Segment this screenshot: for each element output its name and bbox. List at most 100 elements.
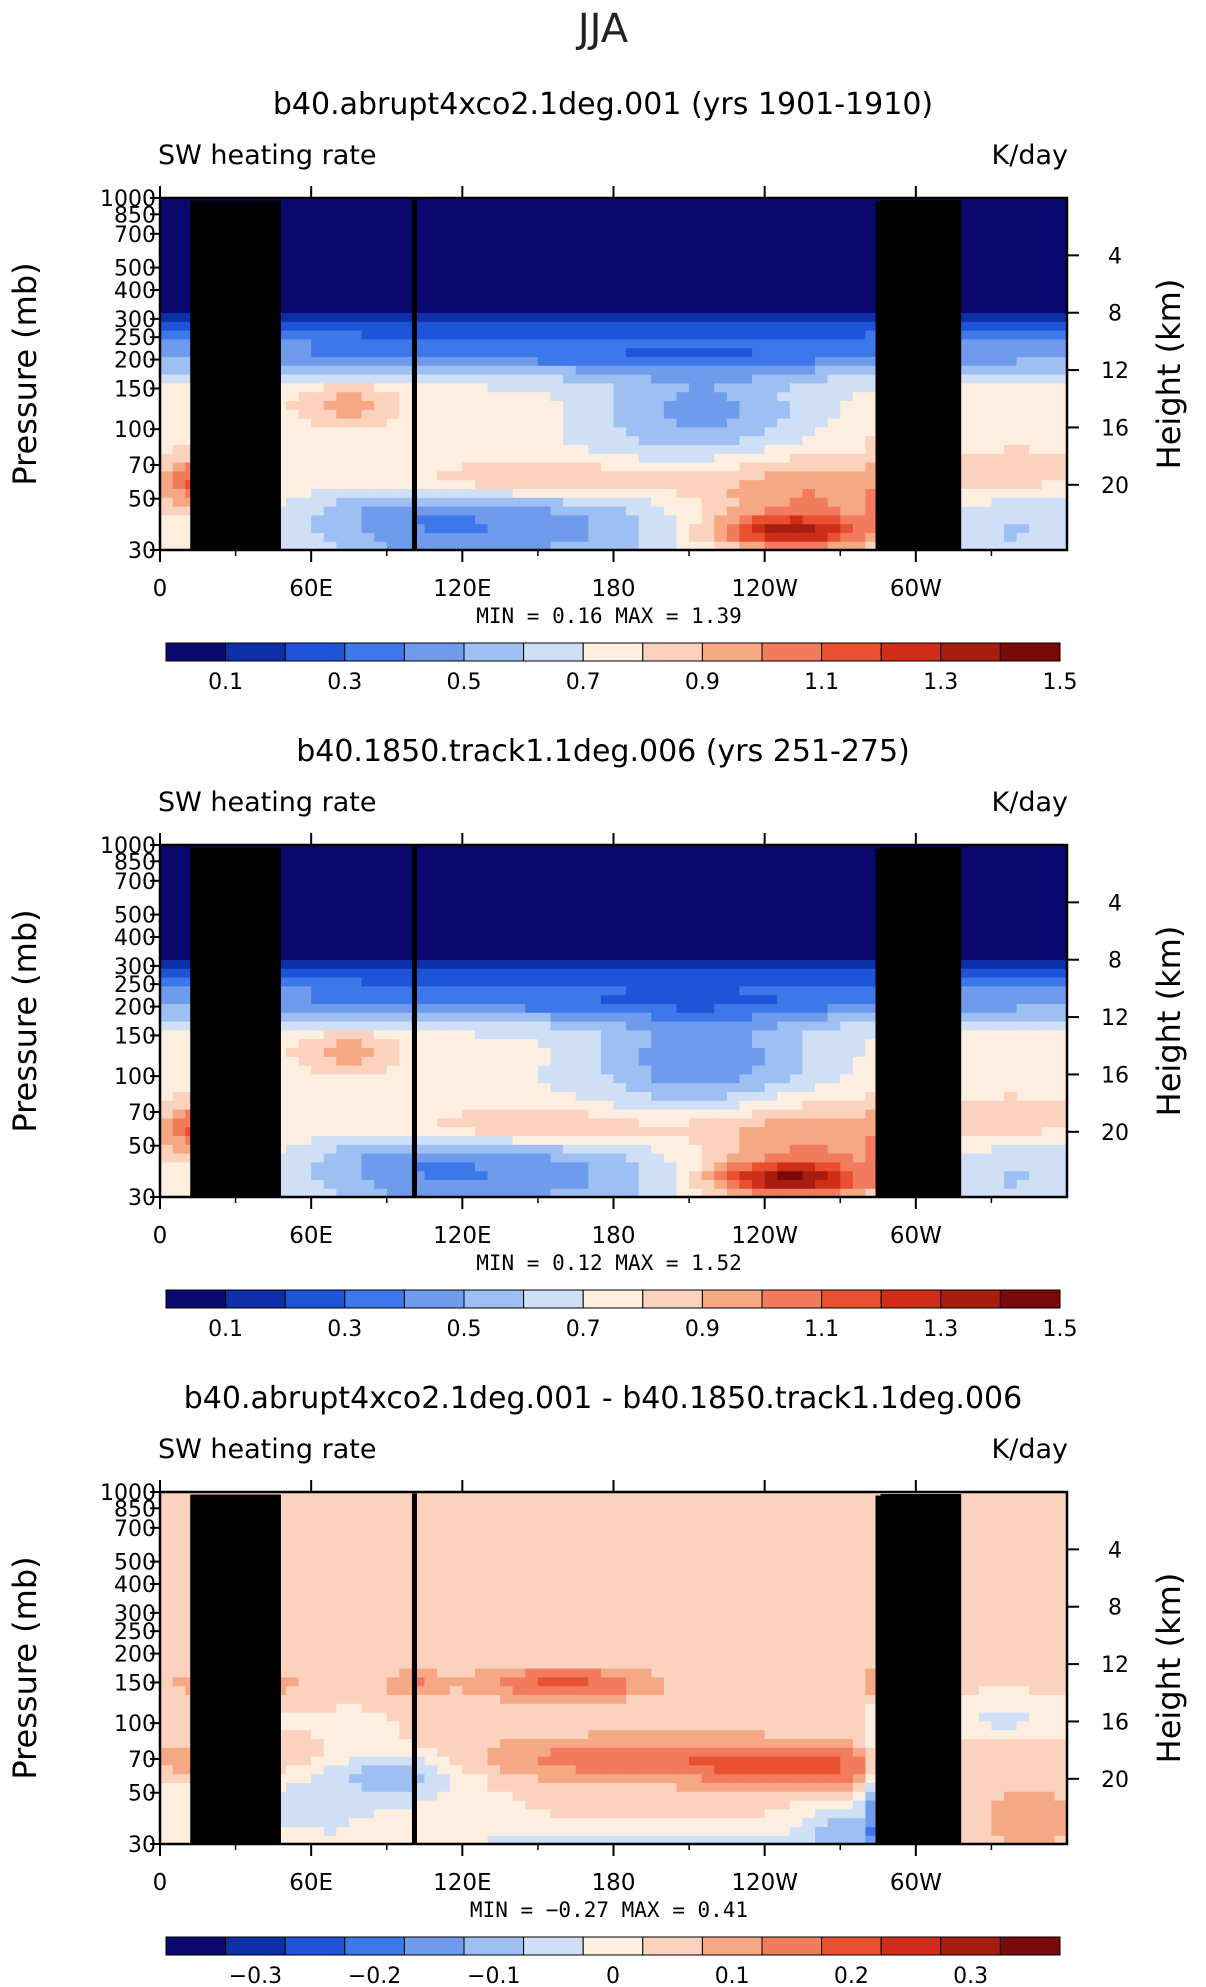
heatmap-cell [550,977,564,987]
heatmap-cell [462,391,476,401]
heatmap-cell [726,400,741,410]
heatmap-cell [348,1091,363,1101]
heatmap-cell [1054,462,1068,472]
heatmap-cell [991,224,1005,234]
heatmap-cell [752,435,766,445]
heatmap-cell [172,462,186,472]
heatmap-cell [361,259,375,269]
heatmap-cell [701,977,715,987]
heatmap-cell [411,897,426,908]
heatmap-cell [764,994,778,1004]
heatmap-cell [752,959,766,969]
heatmap-cell [437,1117,451,1128]
heatmap-cell [626,853,640,864]
heatmap-cell [462,1047,476,1057]
heatmap-cell [525,933,539,943]
heatmap-cell [500,365,514,375]
heatmap-cell [802,365,816,375]
heatmap-cell [550,374,564,384]
heatmap-cell [600,347,615,357]
heatmap-cell [437,338,451,349]
heatmap-cell [474,382,489,393]
heatmap-cell [978,277,993,287]
heatmap-cell [739,391,753,401]
heatmap-cell [500,1161,514,1172]
heatmap-cell [689,488,703,498]
heatmap-cell [651,1135,665,1145]
heatmap-cell [386,994,400,1004]
heatmap-cell [424,400,438,410]
heatmap-cell [424,959,438,969]
heatmap-cell [575,933,589,943]
heatmap-cell [487,453,501,463]
heatmap-cell [386,294,400,305]
heatmap-cell [424,321,438,331]
heatmap-cell [323,312,337,322]
heatmap-cell [663,1179,678,1189]
heatmap-cell [361,453,375,463]
heatmap-cell [726,1144,741,1154]
heatmap-cell [726,1012,741,1022]
heatmap-cell [626,1188,640,1198]
heatmap-cell [802,312,816,322]
heatmap-cell [285,845,300,855]
heatmap-cell [361,1144,375,1154]
heatmap-cell [651,1161,665,1172]
heatmap-cell [386,435,400,445]
heatmap-cell [462,845,476,855]
heatmap-cell [689,1179,703,1189]
heatmap-cell [311,541,325,551]
heatmap-cell [437,321,451,331]
heatmap-cell [361,470,375,481]
heatmap-cell [978,286,993,296]
heatmap-cell [563,224,577,234]
heatmap-cell [689,242,703,252]
heatmap-cell [500,985,514,996]
heatmap-cell [852,294,867,305]
heatmap-cell [689,889,703,899]
heatmap-cell [626,497,640,507]
chart-title: b40.1850.track1.1deg.006 (yrs 251-275) [296,734,910,769]
heatmap-cell [424,435,438,445]
heatmap-cell [361,391,375,401]
heatmap-cell [638,453,652,463]
y-tick-label: 30 [128,539,156,564]
heatmap-cell [487,356,501,366]
heatmap-cell [626,941,640,952]
heatmap-cell [726,286,741,296]
heatmap-cell [550,1082,564,1092]
heatmap-cell [600,1012,615,1022]
heatmap-cell [626,985,640,996]
heatmap-cell [638,506,652,516]
heatmap-cell [613,1065,627,1075]
heatmap-cell [726,1003,741,1013]
heatmap-cell [487,941,501,952]
heatmap-cell [739,453,753,463]
heatmap-cell [348,444,363,454]
heatmap-cell [462,1188,476,1198]
heatmap-cell [323,1126,337,1136]
heatmap-cell [827,382,841,393]
colorbar-swatch [403,642,465,662]
heatmap-cell [424,1144,438,1154]
heatmap-cell [777,224,791,234]
heatmap-cell [676,224,690,234]
heatmap-cell [726,250,741,261]
heatmap-cell [172,1021,186,1031]
heatmap-cell [563,994,577,1004]
heatmap-cell [399,889,413,899]
heatmap-cell [966,250,980,261]
heatmap-cell [840,233,854,243]
heatmap-cell [399,1144,413,1154]
heatmap-cell [424,198,438,208]
heatmap-cell [752,479,766,489]
heatmap-cell [172,365,186,375]
heatmap-cell [298,985,312,996]
heatmap-cell [764,514,778,525]
heatmap-cell [500,889,514,899]
heatmap-cell [827,303,841,313]
heatmap-cell [714,1144,728,1154]
heatmap-cell [462,382,476,393]
heatmap-cell [1016,523,1030,533]
heatmap-cell [298,514,312,525]
